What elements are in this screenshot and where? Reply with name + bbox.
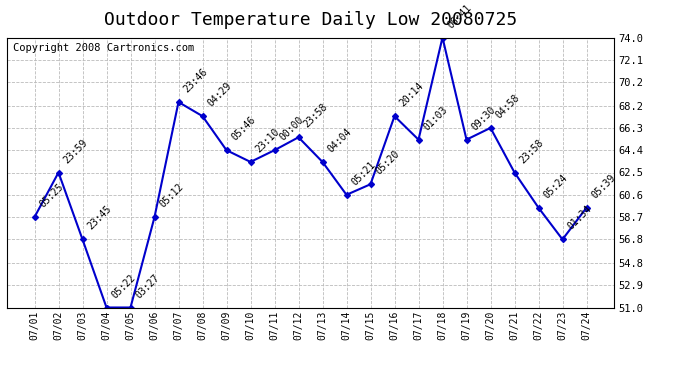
Text: 06:41: 06:41	[445, 2, 473, 30]
Text: 05:46: 05:46	[229, 115, 257, 142]
Text: 03:27: 03:27	[133, 272, 161, 300]
Text: 05:21: 05:21	[349, 159, 377, 187]
Text: 05:20: 05:20	[373, 149, 401, 177]
Text: 09:30: 09:30	[469, 104, 497, 132]
Text: 04:58: 04:58	[493, 93, 521, 120]
Text: 05:25: 05:25	[37, 182, 66, 210]
Text: 01:34: 01:34	[565, 204, 593, 232]
Text: 23:46: 23:46	[181, 67, 209, 94]
Text: 05:39: 05:39	[589, 172, 618, 200]
Text: 05:22: 05:22	[110, 272, 137, 300]
Text: 04:29: 04:29	[206, 81, 233, 109]
Text: 23:45: 23:45	[86, 204, 113, 232]
Text: Outdoor Temperature Daily Low 20080725: Outdoor Temperature Daily Low 20080725	[104, 11, 517, 29]
Text: 04:04: 04:04	[326, 126, 353, 154]
Text: 23:59: 23:59	[61, 137, 89, 165]
Text: 23:10: 23:10	[253, 126, 282, 154]
Text: 01:03: 01:03	[422, 104, 449, 132]
Text: 05:24: 05:24	[542, 172, 569, 200]
Text: Copyright 2008 Cartronics.com: Copyright 2008 Cartronics.com	[13, 43, 194, 53]
Text: 23:58: 23:58	[302, 102, 329, 130]
Text: 05:12: 05:12	[157, 182, 185, 210]
Text: 00:00: 00:00	[277, 115, 305, 142]
Text: 23:58: 23:58	[518, 137, 545, 165]
Text: 20:14: 20:14	[397, 81, 425, 109]
